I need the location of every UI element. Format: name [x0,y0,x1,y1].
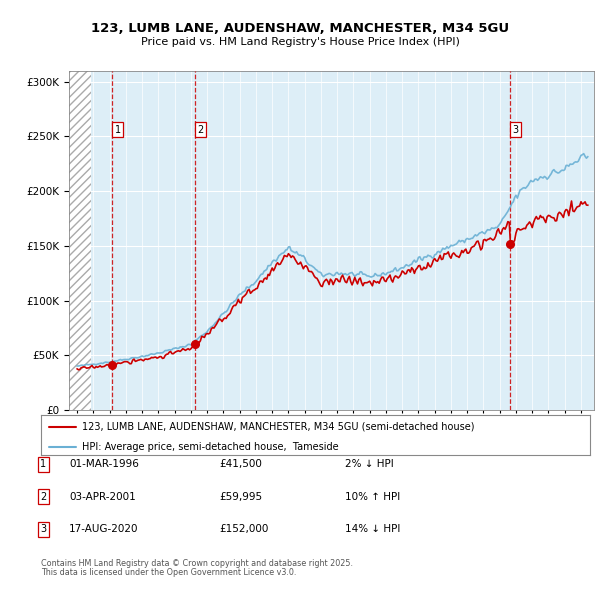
Text: Contains HM Land Registry data © Crown copyright and database right 2025.: Contains HM Land Registry data © Crown c… [41,559,353,568]
Text: £152,000: £152,000 [219,525,268,534]
Text: 2: 2 [40,492,46,502]
Text: This data is licensed under the Open Government Licence v3.0.: This data is licensed under the Open Gov… [41,568,296,577]
Text: 14% ↓ HPI: 14% ↓ HPI [345,525,400,534]
Text: 1: 1 [115,125,121,135]
Text: £41,500: £41,500 [219,460,262,469]
Text: 2% ↓ HPI: 2% ↓ HPI [345,460,394,469]
Text: 10% ↑ HPI: 10% ↑ HPI [345,492,400,502]
Text: 2: 2 [197,125,204,135]
Text: 123, LUMB LANE, AUDENSHAW, MANCHESTER, M34 5GU (semi-detached house): 123, LUMB LANE, AUDENSHAW, MANCHESTER, M… [82,422,475,432]
Text: 3: 3 [40,525,46,534]
Text: Price paid vs. HM Land Registry's House Price Index (HPI): Price paid vs. HM Land Registry's House … [140,37,460,47]
Text: 123, LUMB LANE, AUDENSHAW, MANCHESTER, M34 5GU: 123, LUMB LANE, AUDENSHAW, MANCHESTER, M… [91,22,509,35]
Text: 3: 3 [512,125,518,135]
Text: HPI: Average price, semi-detached house,  Tameside: HPI: Average price, semi-detached house,… [82,442,338,452]
Text: £59,995: £59,995 [219,492,262,502]
Text: 03-APR-2001: 03-APR-2001 [69,492,136,502]
Text: 17-AUG-2020: 17-AUG-2020 [69,525,139,534]
Bar [69,71,91,410]
Bar [69,71,91,410]
Text: 1: 1 [40,460,46,469]
Text: 01-MAR-1996: 01-MAR-1996 [69,460,139,469]
